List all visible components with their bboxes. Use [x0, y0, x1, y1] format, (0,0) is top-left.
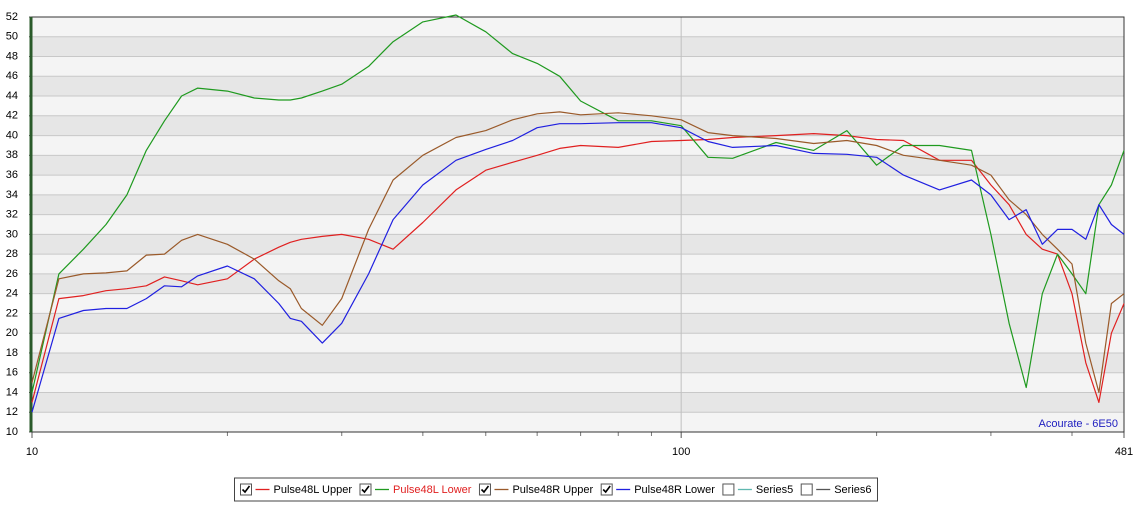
series-line — [31, 111, 1125, 394]
check-mark — [241, 485, 251, 494]
series-line — [31, 122, 1125, 413]
grid-band — [32, 115, 1124, 136]
series-line — [31, 133, 1125, 403]
y-tick-label: 14 — [6, 386, 18, 398]
y-tick-label: 32 — [6, 209, 18, 221]
legend-box — [234, 477, 878, 502]
y-tick-label: 34 — [6, 189, 18, 201]
legend-checkbox[interactable] — [800, 483, 813, 496]
legend-label: Pulse48R Lower — [634, 484, 715, 496]
y-tick-label: 52 — [6, 11, 18, 23]
x-tick-label: 100 — [672, 446, 690, 458]
grid-band — [32, 36, 1124, 57]
y-tick-label: 46 — [6, 70, 18, 82]
y-tick-label: 28 — [6, 248, 18, 260]
y-tick-label: 10 — [6, 426, 18, 438]
y-tick-label: 18 — [6, 347, 18, 359]
legend-label: Series6 — [834, 484, 871, 496]
legend-item: Series6 — [800, 483, 872, 496]
check-mark — [361, 485, 370, 494]
legend-checkbox[interactable] — [722, 483, 735, 496]
y-tick-label: 22 — [6, 307, 18, 319]
y-tick-label: 48 — [6, 50, 18, 62]
grid-band — [32, 352, 1124, 373]
y-tick-label: 24 — [6, 288, 18, 300]
grid-band — [32, 273, 1124, 294]
grid-band — [32, 313, 1124, 334]
grid-band — [32, 392, 1124, 413]
legend-item: Pulse48R Upper — [478, 483, 594, 496]
y-tick-label: 26 — [6, 268, 18, 280]
legend-item: Series5 — [722, 483, 793, 496]
grid-band — [32, 155, 1124, 176]
y-tick-label: 42 — [6, 110, 18, 122]
y-tick-label: 40 — [6, 129, 18, 141]
legend-label: Pulse48L Upper — [274, 484, 353, 496]
y-tick-label: 16 — [6, 367, 18, 379]
grid-band — [32, 194, 1124, 215]
legend-label: Pulse48R Upper — [512, 484, 593, 496]
grid-band — [32, 234, 1124, 255]
series-line — [31, 14, 1125, 393]
y-tick-label: 20 — [6, 327, 18, 339]
y-tick-label: 36 — [6, 169, 18, 181]
y-tick-label: 12 — [6, 406, 18, 418]
legend-item: Pulse48L Lower — [359, 483, 472, 496]
y-tick-label: 38 — [6, 149, 18, 161]
annotation: Acourate - 6E50 — [1039, 418, 1119, 430]
legend-label: Series5 — [756, 484, 793, 496]
y-tick-label: 44 — [6, 90, 18, 102]
plot-area: 10 12 14 16 18 20 22 24 26 28 30 32 34 36 38 40 42 44 46 48… — [6, 11, 1133, 458]
legend-item: Pulse48L Upper — [240, 483, 353, 496]
x-tick-label: 10 — [26, 446, 38, 458]
legend: Pulse48L Upper Pulse48L Lower Pulse48R Upp… — [234, 477, 878, 502]
legend-item: Pulse48R Lower — [600, 483, 715, 496]
y-tick-label: 50 — [6, 31, 18, 43]
legend-label: Pulse48L Lower — [393, 484, 472, 496]
y-tick-label: 30 — [6, 228, 18, 240]
check-mark — [480, 485, 490, 494]
check-mark — [602, 485, 611, 494]
grid-band — [32, 76, 1124, 97]
x-tick-label: 481 — [1115, 446, 1133, 458]
